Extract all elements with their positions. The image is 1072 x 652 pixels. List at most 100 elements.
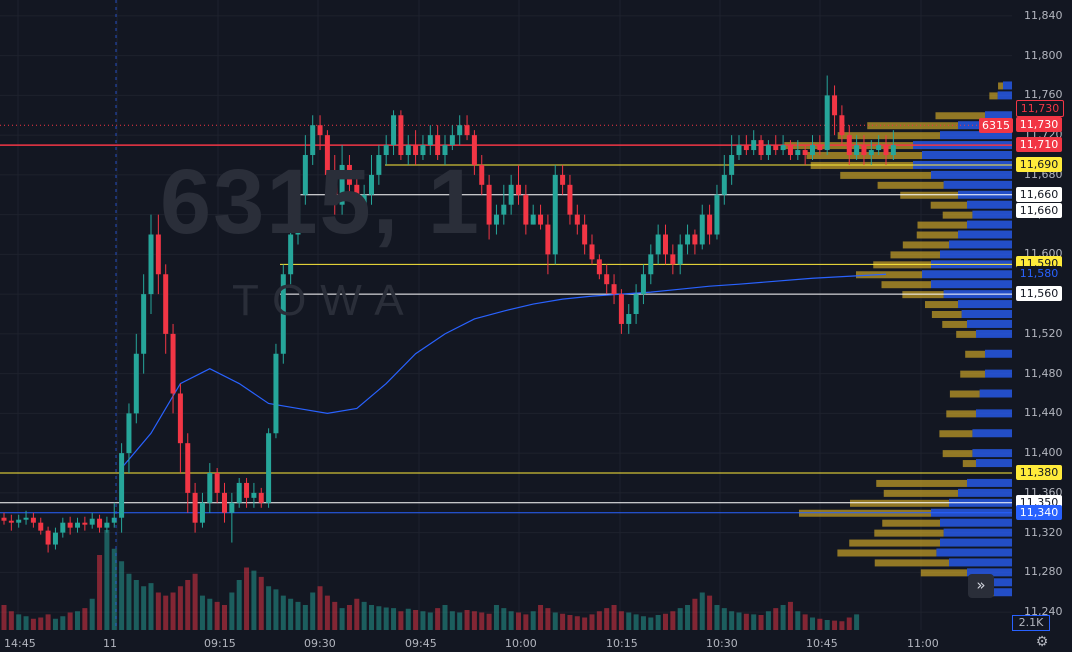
gear-icon[interactable]: ⚙ [1035, 634, 1049, 650]
volume-bar [596, 611, 602, 630]
candle-body [192, 492, 198, 523]
scroll-to-realtime-button[interactable]: » [968, 574, 994, 598]
price-tick-label: 11,440 [1024, 406, 1063, 420]
volume-bar [339, 608, 345, 630]
chart-grid [0, 0, 1012, 630]
volume-bar [361, 601, 367, 630]
candle-body [163, 274, 169, 334]
candle-body [633, 294, 639, 315]
candle-body [611, 284, 617, 295]
volume-bar [471, 611, 477, 630]
candle-body [861, 145, 867, 156]
candle-body [119, 453, 125, 518]
last-price-tag: 6315 [979, 118, 1013, 133]
profile-bar-gold [946, 410, 976, 418]
candle-body [596, 259, 602, 275]
volume-bar [765, 611, 771, 630]
candle-body [38, 522, 44, 531]
candle-body [383, 145, 389, 156]
volume-bar [501, 608, 507, 630]
candle-body [471, 135, 477, 165]
profile-bar-gold [874, 559, 949, 567]
price-badge: 11,660 [1016, 202, 1062, 218]
volume-bar [23, 616, 29, 630]
profile-bar-gold [935, 112, 985, 120]
profile-bar-gold [942, 211, 973, 219]
profile-bar-gold [916, 231, 958, 239]
profile-bar-gold [876, 479, 967, 487]
candle-body [780, 145, 786, 151]
candle-body [244, 482, 250, 498]
candle-body [60, 522, 66, 533]
candle-body [317, 125, 323, 136]
volume-bar [236, 580, 242, 630]
time-tick-label: 11:00 [907, 637, 939, 650]
candle-body [655, 234, 661, 255]
volume-bar [52, 618, 58, 630]
volume-bar [60, 616, 66, 630]
volume-bar [398, 611, 404, 630]
volume-bar [832, 620, 838, 630]
candle-body [648, 254, 654, 275]
volume-bar [89, 598, 95, 630]
candle-body [751, 140, 757, 151]
candle-body [493, 214, 499, 225]
profile-bar-blue [967, 220, 1012, 229]
volume-bar [16, 614, 22, 630]
price-levels [0, 124, 1012, 514]
volume-bar [104, 530, 110, 630]
candle-body [23, 517, 29, 520]
candle-body [486, 184, 492, 225]
price-tick-label: 11,480 [1024, 366, 1063, 380]
volume-bar [449, 611, 455, 630]
profile-bar-blue [958, 300, 1012, 309]
volume-bar [133, 580, 139, 630]
profile-bar-gold [837, 132, 940, 140]
price-tick-label: 11,400 [1024, 446, 1063, 460]
volume-bar [530, 611, 536, 630]
candle-body [810, 145, 815, 156]
volume-profile [784, 81, 1012, 597]
candle-body [832, 95, 838, 116]
volume-bar [479, 612, 485, 630]
volume-bar [802, 614, 808, 630]
volume-bar [192, 573, 198, 630]
candle-body [302, 155, 308, 195]
volume-bar [692, 598, 698, 630]
candle-body [310, 125, 316, 156]
candle-body [765, 145, 771, 156]
vwap-polyline [121, 273, 887, 469]
candle-body [824, 95, 830, 151]
price-badge: 11,340 [1016, 504, 1062, 520]
volume-bar [795, 611, 801, 630]
volume-bar [729, 611, 735, 630]
candle-body [501, 204, 507, 215]
candle-body [670, 254, 676, 265]
profile-bar-gold [949, 390, 980, 398]
volume-bar [288, 598, 294, 630]
candle-body [288, 234, 294, 275]
profile-bar-blue [985, 369, 1012, 378]
volume-bar [383, 607, 389, 630]
volume-bar [457, 612, 463, 630]
candle-body [16, 519, 22, 523]
vwap-line [121, 273, 887, 469]
volume-bar [787, 601, 793, 630]
candle-body [413, 145, 419, 156]
candle-body [104, 522, 110, 528]
candle-body [332, 174, 338, 205]
volume-bar [508, 611, 514, 630]
price-tick-label: 11,840 [1024, 8, 1063, 22]
candle-body [1, 517, 7, 521]
volume-bar [817, 618, 823, 630]
profile-bar-blue [972, 210, 1012, 219]
candle-body [420, 145, 426, 156]
candle-body [876, 145, 882, 151]
candle-body [692, 234, 698, 245]
volume-bar [538, 605, 544, 630]
time-axis-bg [0, 630, 1012, 652]
volume-bar [420, 611, 426, 630]
candle-body [229, 502, 235, 513]
candle-body [111, 517, 117, 523]
